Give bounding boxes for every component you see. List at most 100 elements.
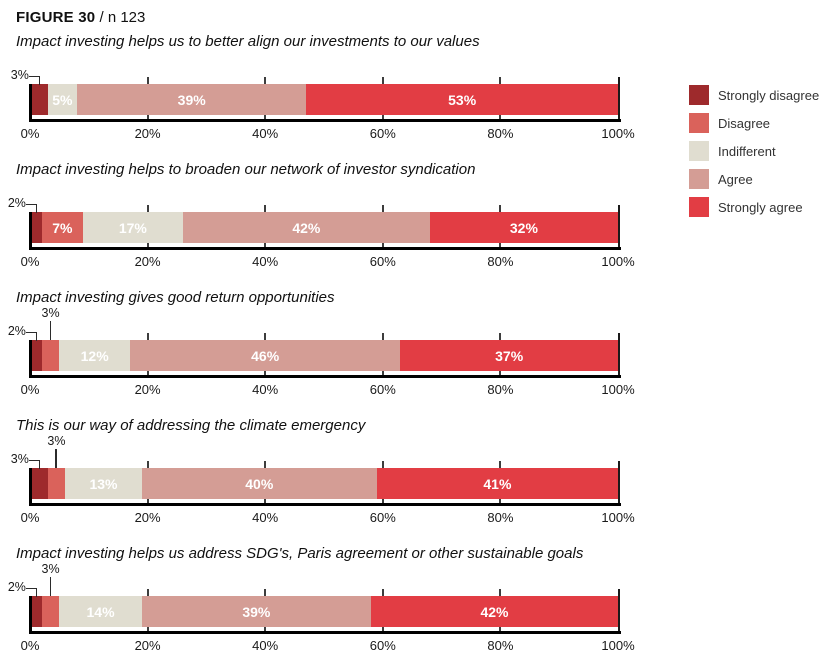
bar-segment-label: 46%: [251, 347, 280, 364]
callout-connector: [25, 332, 37, 341]
x-axis-tick-label: 80%: [487, 254, 514, 269]
x-axis-tick-label: 20%: [134, 510, 161, 525]
x-axis-tick-label: 0%: [20, 510, 40, 525]
callout-label: 2%: [7, 324, 26, 338]
figure-header: FIGURE 30 / n 123: [16, 8, 826, 27]
x-axis-tick-label: 100%: [601, 638, 635, 653]
y-axis-spine: [29, 596, 32, 631]
x-axis-tick-label: 80%: [487, 638, 514, 653]
x-axis-tick-label: 0%: [20, 382, 40, 397]
bar-segment-disagree: [41, 340, 60, 371]
x-axis-tick-label: 40%: [252, 254, 279, 269]
bar-segment-strongly-disagree: [30, 596, 42, 627]
x-axis-tick-label: 80%: [487, 382, 514, 397]
x-axis-tick-label: 0%: [20, 638, 40, 653]
x-axis-tick-label: 40%: [252, 126, 279, 141]
legend-label: Strongly disagree: [718, 87, 820, 103]
stacked-bar: 13% 40% 41%: [30, 468, 618, 499]
x-axis-tick-label: 20%: [134, 126, 161, 141]
x-axis-tick-label: 60%: [369, 126, 396, 141]
bar-segment-agree: 40%: [141, 468, 377, 499]
chart-block: Impact investing helps us to better alig…: [11, 32, 826, 141]
legend-item: Agree: [689, 169, 819, 189]
charts-container: Impact investing helps us to better alig…: [8, 32, 826, 653]
bar-segment-agree: 39%: [141, 596, 371, 627]
plot-area: 13% 40% 41% 3% 3% 0% 20% 40% 60% 80% 100%: [11, 434, 635, 525]
figure-label: FIGURE 30: [16, 9, 96, 26]
x-axis-tick-label: 100%: [601, 254, 635, 269]
callout-label: 3%: [41, 562, 60, 576]
x-axis-tick-label: 40%: [252, 638, 279, 653]
x-axis-tick-label: 20%: [134, 638, 161, 653]
stacked-bar: 7% 17% 42% 32%: [30, 212, 618, 243]
bar-segment-indifferent: 12%: [59, 340, 130, 371]
axis-tick: [618, 205, 620, 247]
stacked-bar: 14% 39% 42%: [30, 596, 618, 627]
legend-swatch-indifferent: [689, 141, 709, 161]
bar-segment-label: 40%: [245, 475, 274, 492]
legend-swatch-disagree: [689, 113, 709, 133]
chart-block: Impact investing gives good return oppor…: [8, 288, 826, 397]
x-axis-line: [29, 375, 621, 378]
plot-area: 14% 39% 42% 2% 3% 0% 20% 40% 60% 80% 100%: [8, 562, 635, 653]
bar-segment-label: 7%: [52, 219, 73, 236]
x-axis-line: [29, 503, 621, 506]
bar-segment-agree: 42%: [182, 212, 430, 243]
figure-sample-size: / n 123: [99, 9, 146, 26]
bar-segment-label: 17%: [118, 219, 147, 236]
callout-connector: [49, 321, 52, 340]
axis-tick: [618, 333, 620, 375]
legend-item: Strongly agree: [689, 197, 819, 217]
x-axis-tick-label: 60%: [369, 382, 396, 397]
bar-segment-label: 37%: [495, 347, 524, 364]
plot-area: 5% 39% 53% 3% 0% 20% 40% 60% 80% 100%: [11, 68, 635, 141]
legend-swatch-strongly-disagree: [689, 85, 709, 105]
stacked-bar: 12% 46% 37%: [30, 340, 618, 371]
x-axis-tick-label: 40%: [252, 510, 279, 525]
callout-connector: [25, 588, 37, 597]
bar-segment-strongly-agree: 42%: [371, 596, 618, 627]
bar-segment-label: 12%: [80, 347, 109, 364]
legend-swatch-strongly-agree: [689, 197, 709, 217]
plot-area: 7% 17% 42% 32% 2% 0% 20% 40% 60% 80% 100%: [8, 196, 635, 269]
x-axis-tick-label: 60%: [369, 638, 396, 653]
legend-swatch-agree: [689, 169, 709, 189]
callout-label: 2%: [7, 580, 26, 594]
bar-segment-strongly-disagree: [30, 468, 48, 499]
x-axis-line: [29, 119, 621, 122]
x-axis-tick-label: 0%: [20, 126, 40, 141]
y-axis-spine: [29, 468, 32, 503]
bar-segment-label: 14%: [86, 603, 115, 620]
bar-segment-strongly-agree: 37%: [400, 340, 618, 371]
chart-title: Impact investing gives good return oppor…: [16, 289, 335, 306]
y-axis-spine: [29, 340, 32, 375]
callout-label: 3%: [10, 68, 29, 82]
legend-item: Disagree: [689, 113, 819, 133]
chart-title: This is our way of addressing the climat…: [16, 417, 366, 434]
legend-label: Agree: [718, 171, 753, 187]
legend-item: Indifferent: [689, 141, 819, 161]
axis-tick: [618, 77, 620, 119]
bar-segment-strongly-agree: 41%: [376, 468, 618, 499]
bar-segment-agree: 46%: [129, 340, 401, 371]
stacked-bar: 5% 39% 53%: [30, 84, 618, 115]
legend-item: Strongly disagree: [689, 85, 819, 105]
chart-block: Impact investing helps to broaden our ne…: [8, 160, 826, 269]
bar-segment-indifferent: 14%: [59, 596, 142, 627]
bar-segment-strongly-disagree: [30, 340, 42, 371]
plot-area: 12% 46% 37% 2% 3% 0% 20% 40% 60% 80% 100%: [8, 306, 635, 397]
chart-block: This is our way of addressing the climat…: [11, 416, 826, 525]
callout-connector: [28, 460, 40, 469]
callout-connector: [28, 76, 40, 85]
chart-title: Impact investing helps us address SDG's,…: [16, 545, 584, 562]
x-axis-tick-label: 100%: [601, 510, 635, 525]
callout-connector: [55, 449, 57, 468]
x-axis-line: [29, 247, 621, 250]
bar-segment-strongly-agree: 32%: [429, 212, 618, 243]
bar-segment-label: 42%: [292, 219, 321, 236]
bar-segment-label: 41%: [483, 475, 512, 492]
bar-segment-disagree: 7%: [41, 212, 83, 243]
callout-connector: [49, 577, 52, 596]
x-axis-tick-label: 80%: [487, 126, 514, 141]
